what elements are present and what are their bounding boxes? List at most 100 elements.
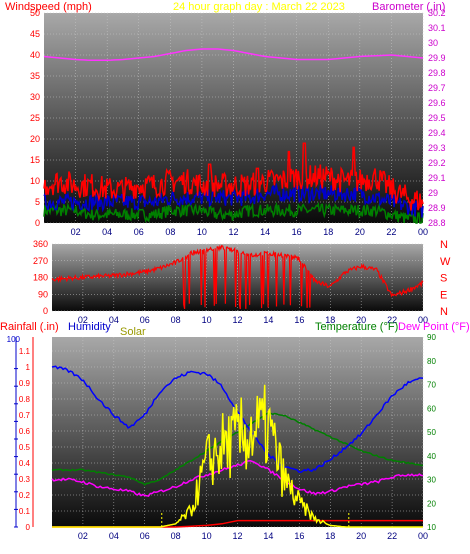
temperature-ytick-label: 50 [427, 428, 436, 437]
wind-xtick-label: 20 [355, 227, 365, 237]
climate-xtick-label: 04 [109, 531, 119, 541]
wind-axis-title: Windspeed (mph) [5, 1, 92, 13]
direction-xtick-label: 00 [418, 315, 428, 325]
baro-ytick-label: 29 [428, 188, 438, 198]
wind-ytick-label: 20 [30, 134, 40, 144]
solar-axis-title: Solar [120, 326, 146, 338]
baro-ytick-label: 29.7 [428, 83, 446, 93]
wind-xtick-label: 06 [134, 227, 144, 237]
temperature-ytick-label: 20 [427, 499, 436, 508]
wind-xtick-label: 10 [197, 227, 207, 237]
climate-panel-marks [51, 365, 424, 528]
dewpoint-axis-title: Dew Point (°F) [398, 321, 470, 333]
direction-ytick-label: 180 [33, 273, 48, 283]
wind-xtick-label: 08 [165, 227, 175, 237]
temperature-ytick-label: 60 [427, 404, 436, 413]
direction-xtick-label: 04 [109, 315, 119, 325]
climate-xtick-label: 22 [387, 531, 397, 541]
direction-xtick-label: 02 [78, 315, 88, 325]
direction-panel-grid [52, 243, 424, 312]
rain-ytick-label: 0.6 [19, 427, 31, 436]
temperature-ytick-label: 30 [427, 476, 436, 485]
wind-ytick-label: 0 [35, 218, 40, 228]
rain-ytick-label: 0.4 [19, 459, 31, 468]
baro-ytick-label: 28.8 [428, 218, 446, 228]
direction-ytick-label: 360 [33, 239, 48, 249]
climate-xtick-label: 08 [171, 531, 181, 541]
wind-ytick-label: 10 [30, 176, 40, 186]
climate-xtick-label: 16 [294, 531, 304, 541]
dewpoint-line [51, 460, 424, 498]
climate-xtick-label: 10 [202, 531, 212, 541]
wind-xtick-label: 16 [292, 227, 302, 237]
temperature-ytick-label: 90 [427, 333, 436, 342]
rain-ytick-label: 0.3 [19, 475, 31, 484]
baro-ytick-label: 30.1 [428, 23, 446, 33]
wind-ytick-label: 40 [30, 50, 40, 60]
climate-xtick-label: 12 [232, 531, 242, 541]
climate-xtick-label: 18 [325, 531, 335, 541]
rain-ytick-label: 1.1 [19, 347, 31, 356]
solar-line [52, 384, 423, 528]
climate-xtick-label: 02 [78, 531, 88, 541]
wind-gust-line [43, 142, 424, 211]
direction-ytick-label: 0 [43, 306, 48, 316]
baro-axis-title: Barometer (.in) [372, 1, 445, 13]
rain-ytick-label: 0 [26, 523, 31, 532]
direction-xtick-label: 06 [140, 315, 150, 325]
baro-ytick-label: 29.3 [428, 143, 446, 153]
temperature-ytick-label: 10 [427, 523, 436, 532]
barometer-line [43, 48, 424, 61]
wind-panel-axes: 0 5 10 15 20 25 30 35 40 45 50 28.8 28.9 29 29.1 29.2 29… [30, 8, 446, 237]
climate-xtick-label: 00 [418, 531, 428, 541]
wind-xtick-label: 04 [102, 227, 112, 237]
wind-xtick-label: 02 [71, 227, 81, 237]
graph-title: 24 hour graph day : March 22 2023 [173, 1, 345, 13]
wind-ytick-label: 50 [30, 8, 40, 18]
wind-ytick-label: 45 [30, 29, 40, 39]
rain-ytick-label: 0.7 [19, 411, 31, 420]
baro-ytick-label: 30 [428, 38, 438, 48]
wind-xtick-label: 22 [386, 227, 396, 237]
direction-xtick-label: 08 [171, 315, 181, 325]
wind-low-line [43, 201, 424, 224]
baro-ytick-label: 29.4 [428, 128, 446, 138]
temperature-ytick-label: 40 [427, 452, 436, 461]
baro-ytick-label: 29.2 [428, 158, 446, 168]
direction-xtick-label: 10 [202, 315, 212, 325]
direction-xtick-label: 20 [356, 315, 366, 325]
temperature-ytick-label: 80 [427, 357, 436, 366]
direction-ytick-label: 270 [33, 256, 48, 266]
direction-xtick-label: 18 [325, 315, 335, 325]
wind-xtick-label: 12 [228, 227, 238, 237]
direction-compass-label: N [440, 306, 448, 318]
wind-xtick-label: 14 [260, 227, 270, 237]
wind-xtick-label: 18 [323, 227, 333, 237]
climate-xtick-label: 20 [356, 531, 366, 541]
humidity-axis-title: Humidity [68, 321, 111, 333]
humidity-ytick-label: 100 [7, 335, 21, 344]
wind-ytick-label: 5 [35, 197, 40, 207]
baro-ytick-label: 28.9 [428, 203, 446, 213]
climate-xtick-label: 06 [140, 531, 150, 541]
temperature-axis-title: Temperature (°F) [315, 321, 398, 333]
wind-direction-line [51, 244, 424, 310]
temperature-ytick-label: 70 [427, 381, 436, 390]
climate-xtick-label: 14 [263, 531, 273, 541]
baro-ytick-label: 29.1 [428, 173, 446, 183]
rain-ytick-label: 1 [26, 363, 31, 372]
direction-compass-label: W [440, 256, 451, 268]
direction-compass-label: S [440, 273, 447, 285]
direction-xtick-label: 22 [387, 315, 397, 325]
wind-ytick-label: 35 [30, 71, 40, 81]
wind-xtick-label: 00 [418, 227, 428, 237]
temperature-line [51, 411, 424, 486]
rainfall-axis-title: Rainfall (.in) [0, 321, 59, 333]
rain-ytick-label: 0.9 [19, 379, 31, 388]
rain-ytick-label: 0.2 [19, 491, 31, 500]
climate-panel-axes: 0 0.1 0.2 0.3 0.4 0.5 0.6 0.7 0.8 0.9 1 1.1 100 10 20 3… [7, 333, 437, 541]
wind-ytick-label: 30 [30, 92, 40, 102]
baro-ytick-label: 29.9 [428, 53, 446, 63]
